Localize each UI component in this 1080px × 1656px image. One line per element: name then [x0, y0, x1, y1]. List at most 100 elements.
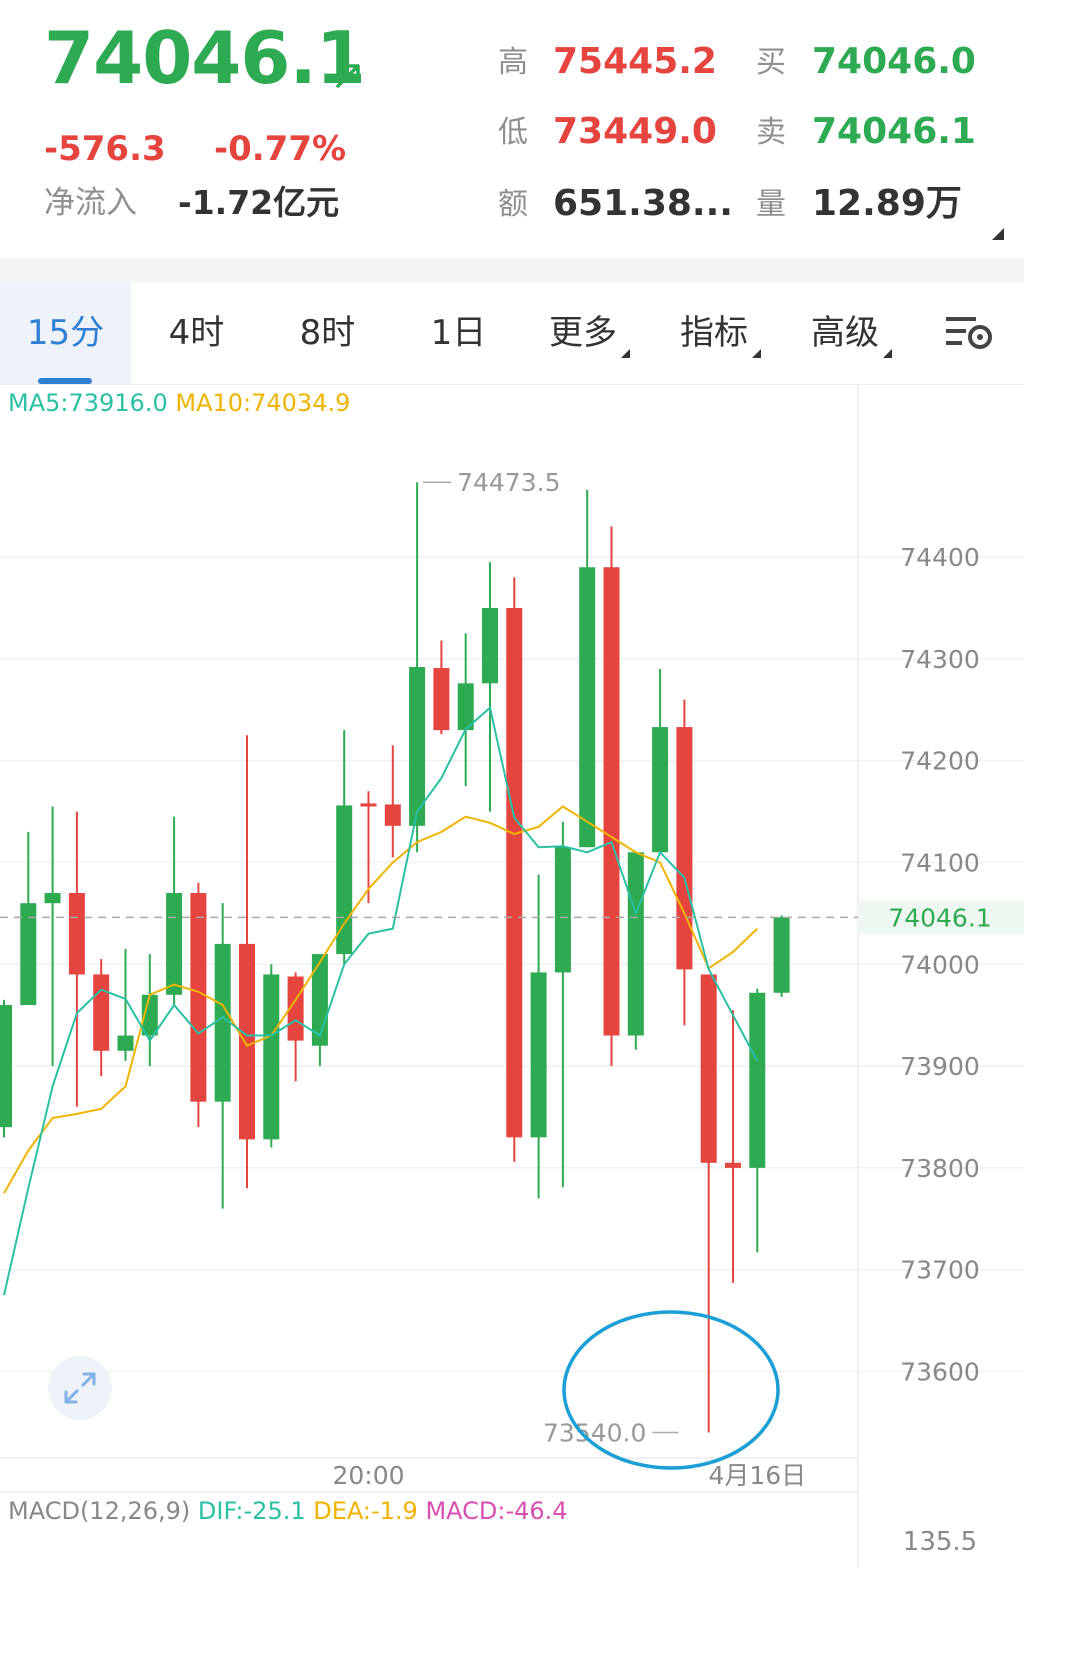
y-tick-label: 74300	[900, 645, 980, 674]
candle-body	[700, 974, 717, 1163]
tab-advanced[interactable]: 高级	[786, 282, 917, 384]
ma10-line	[3, 805, 758, 1194]
candle	[336, 730, 353, 965]
candle-body	[20, 903, 37, 1005]
candle-body	[141, 994, 158, 1036]
candle	[214, 903, 231, 1209]
candle-body	[263, 974, 280, 1140]
candle-body	[239, 943, 255, 1140]
last-price: 74046.1	[44, 16, 366, 100]
y-axis-labels: 74400 74300 74200 74100 74000 73900 73800 73700…	[900, 543, 980, 1386]
candle-body	[725, 1162, 741, 1168]
tab-1d[interactable]: 1日	[393, 282, 524, 384]
tab-15min[interactable]: 15分	[0, 282, 131, 384]
candle-body	[44, 893, 61, 904]
candle	[409, 482, 426, 853]
candle	[44, 806, 61, 1067]
candle-body	[166, 893, 183, 995]
candle	[554, 821, 571, 1188]
ma10-value: MA10:74034.9	[175, 389, 351, 417]
tab-8h[interactable]: 8时	[262, 282, 393, 384]
candle	[93, 959, 110, 1077]
candle	[482, 562, 498, 812]
x-tick-label: 20:00	[332, 1461, 404, 1490]
ma5-value: MA5:73916.0	[8, 389, 168, 417]
candle-body	[676, 727, 693, 970]
candle-body	[68, 893, 85, 975]
volume-label: 量	[756, 187, 786, 222]
section-divider	[0, 258, 1024, 282]
net-inflow-value: -1.72亿元	[178, 183, 340, 222]
sell-label: 卖	[756, 115, 786, 150]
candle	[0, 999, 12, 1138]
current-price-label: 74046.1	[888, 903, 991, 932]
x-axis-labels: 20:00 4月16日	[332, 1461, 806, 1490]
candlestick-chart[interactable]: 74400 74300 74200 74100 74000 73900 73800 73700…	[0, 384, 1024, 1568]
dif-value: DIF:-25.1	[197, 1497, 306, 1525]
max-price-label: 74473.5	[457, 468, 560, 497]
candle-body	[214, 943, 231, 1102]
candle	[68, 811, 85, 1107]
macd-axis-value: 135.5	[903, 1527, 977, 1557]
candle	[263, 964, 280, 1148]
candle	[579, 489, 596, 848]
expand-corner-icon[interactable]	[992, 228, 1004, 240]
buy-label: 买	[756, 45, 786, 80]
y-tick-label: 73700	[900, 1256, 980, 1285]
volume-value: 12.89万	[812, 183, 962, 224]
candle-body	[457, 683, 474, 731]
high-value: 75445.2	[553, 41, 717, 82]
high-label: 高	[498, 45, 528, 80]
candle-body	[554, 847, 571, 973]
sell-value: 74046.1	[812, 111, 976, 152]
dea-value: DEA:-1.9	[313, 1497, 418, 1525]
candle-body	[530, 972, 547, 1138]
tab-label: 4时	[168, 313, 225, 353]
dropdown-corner-icon	[752, 349, 761, 358]
candle-body	[190, 893, 207, 1102]
tab-label: 指标	[680, 313, 748, 353]
period-tabs: 15分 4时 8时 1日 更多 指标 高级	[0, 282, 1024, 385]
dropdown-corner-icon	[621, 349, 630, 358]
candle-body	[0, 1004, 12, 1128]
candle	[287, 972, 304, 1082]
candle-body	[93, 974, 110, 1051]
candle	[749, 988, 766, 1253]
tab-4h[interactable]: 4时	[131, 282, 262, 384]
candle	[530, 874, 547, 1199]
tab-label: 8时	[299, 313, 356, 353]
chart-settings-icon[interactable]	[944, 313, 994, 353]
net-inflow-label: 净流入	[44, 185, 137, 221]
low-label: 低	[498, 115, 528, 150]
candle-body	[360, 803, 377, 807]
candle	[773, 915, 790, 997]
tab-label: 15分	[26, 313, 105, 353]
fullscreen-button	[48, 1356, 112, 1420]
quote-header: 74046.1 -576.3 -0.77% 净流入 -1.72亿元 高 7544…	[0, 0, 1024, 258]
tab-indicators[interactable]: 指标	[655, 282, 786, 384]
candle	[652, 669, 669, 853]
candle	[603, 526, 620, 1067]
active-tab-indicator	[38, 378, 92, 384]
candle-body	[579, 567, 596, 848]
candle-body	[603, 567, 620, 1036]
price-change-pct: -0.77%	[214, 129, 347, 169]
buy-value: 74046.0	[812, 41, 976, 82]
tab-label: 1日	[430, 313, 487, 353]
candle	[117, 948, 134, 1061]
turnover-label: 额	[498, 187, 528, 222]
candle	[141, 954, 158, 1067]
candle-body	[749, 992, 766, 1168]
turnover-value: 651.38...	[553, 183, 733, 224]
candle	[725, 1010, 741, 1283]
candle	[457, 633, 474, 787]
candle-body	[409, 667, 426, 826]
candle	[627, 852, 644, 1050]
candle-body	[652, 727, 669, 853]
candle-body	[384, 804, 401, 826]
tab-label: 高级	[811, 313, 879, 353]
ma-legend: MA5:73916.0 MA10:74034.9	[8, 388, 350, 418]
arrow-up-right-icon	[336, 64, 360, 88]
candle	[384, 745, 401, 858]
tab-more[interactable]: 更多	[524, 282, 655, 384]
